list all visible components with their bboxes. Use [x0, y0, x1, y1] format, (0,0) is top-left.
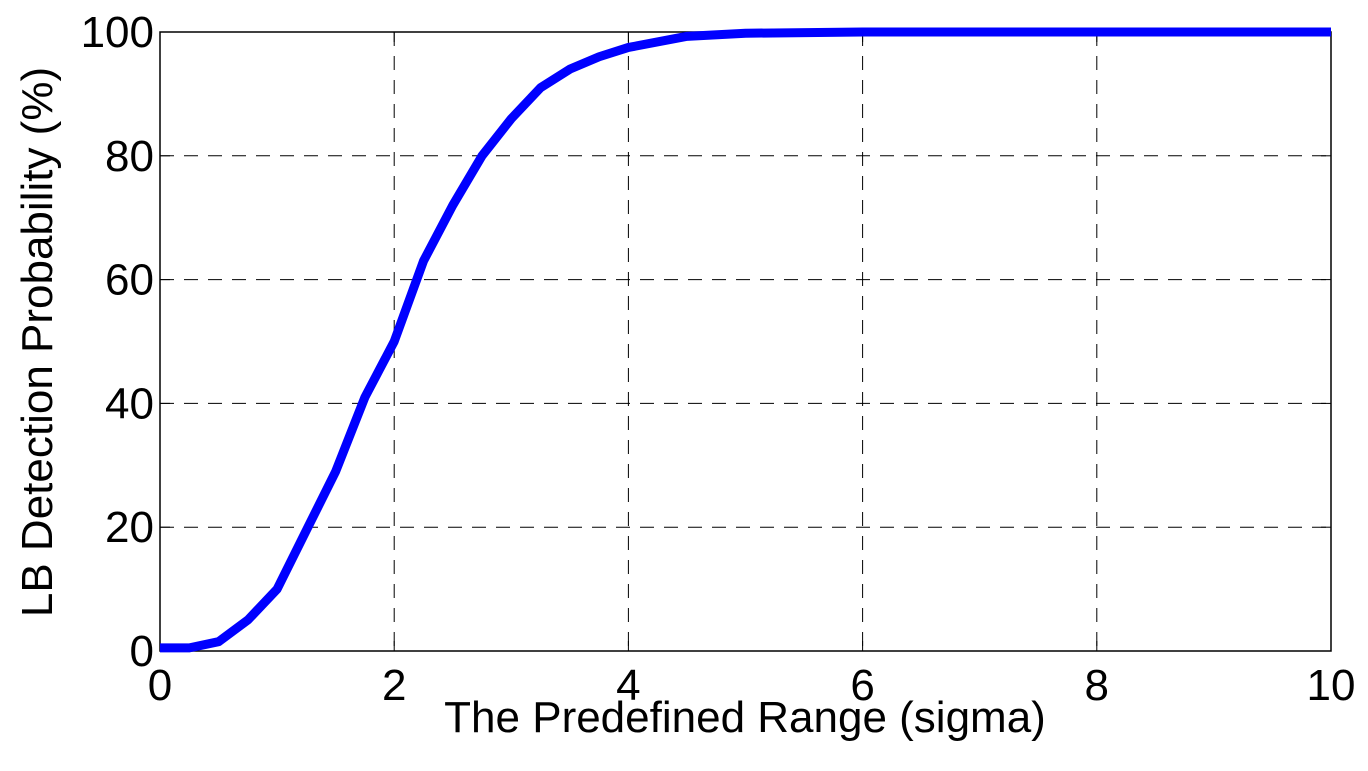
- y-tick-label: 60: [105, 256, 154, 305]
- x-tick-label: 6: [850, 661, 874, 710]
- y-axis-label: LB Detection Probability (%): [13, 67, 62, 617]
- x-tick-label: 2: [382, 661, 406, 710]
- y-tick-label: 40: [105, 379, 154, 428]
- y-tick-label: 100: [81, 8, 154, 57]
- x-axis-label: The Predefined Range (sigma): [444, 693, 1046, 742]
- x-tick-label: 8: [1085, 661, 1109, 710]
- data-line: [160, 27, 1331, 653]
- y-tick-label: 20: [105, 503, 154, 552]
- y-tick-label: 0: [130, 627, 154, 676]
- x-tick-label: 0: [148, 661, 172, 710]
- y-tick-label: 80: [105, 132, 154, 181]
- x-tick-label: 10: [1307, 661, 1356, 710]
- x-tick-label: 4: [616, 661, 640, 710]
- plot-frame: [159, 31, 1332, 652]
